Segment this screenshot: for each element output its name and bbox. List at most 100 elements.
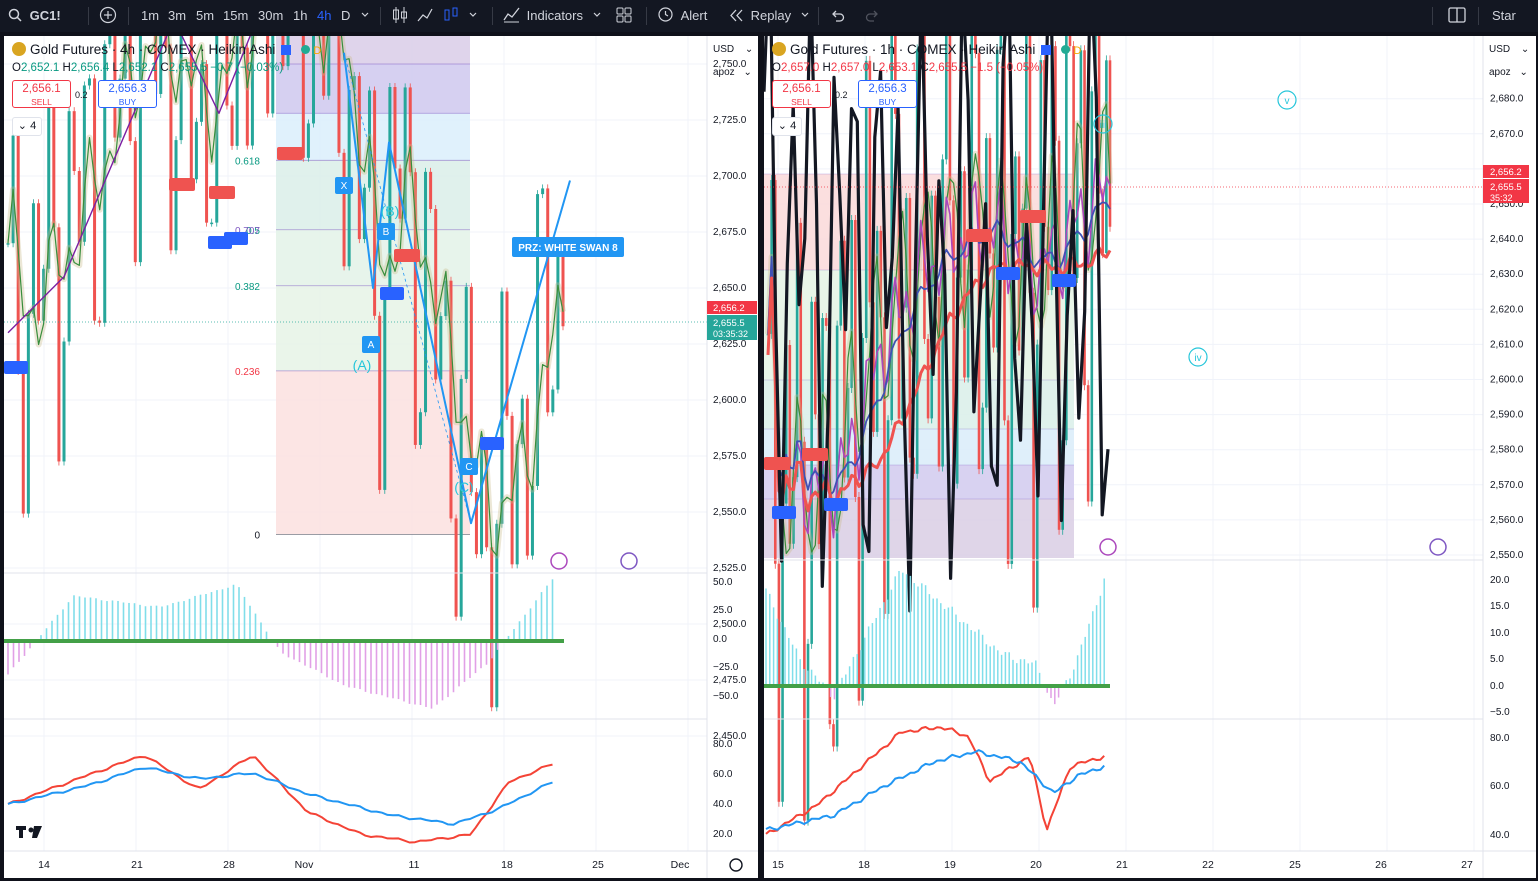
oscillator-line-red	[7, 756, 553, 844]
price-tick-label: 2,750.0	[713, 59, 747, 70]
candle-body	[999, 36, 1003, 50]
interval-3m[interactable]: 3m	[168, 8, 187, 23]
candle-body	[108, 36, 112, 45]
candle-body	[266, 36, 270, 114]
date-label: Nov	[295, 859, 314, 871]
interval-d[interactable]: D	[341, 8, 351, 23]
star-button[interactable]: Star	[1492, 8, 1516, 23]
fib-band	[276, 370, 470, 535]
ohlc-values: O2,652.1 H2,656.4 L2,652.1 C2,655.5 −0.7…	[12, 62, 284, 74]
candle-body	[923, 36, 926, 339]
ma-line-black	[764, 36, 1110, 613]
date-label: 21	[1116, 859, 1128, 871]
date-label: 28	[223, 859, 235, 871]
date-label: 19	[944, 859, 956, 871]
delay-badge: D	[1073, 45, 1082, 57]
bar-style-icon	[444, 7, 458, 21]
candle-body	[429, 171, 433, 209]
style-dropdown[interactable]	[468, 0, 478, 32]
redo-button[interactable]	[865, 0, 880, 32]
flag-icon[interactable]	[1041, 45, 1052, 55]
alert-icon	[658, 7, 673, 22]
interval-5m[interactable]: 5m	[196, 8, 215, 23]
harmonic-point-label: B	[383, 227, 390, 238]
templates-icon	[616, 7, 632, 23]
osc-tick-label: 60.0	[1490, 781, 1510, 792]
osc-tick-label: 10.0	[1490, 628, 1510, 639]
candle-body	[87, 78, 91, 86]
bar-countdown: 35:32	[1490, 193, 1513, 203]
flag-icon[interactable]	[281, 45, 292, 55]
buy-signal-tag-bg	[996, 267, 1020, 280]
harmonic-point-label: C	[465, 462, 472, 473]
scale-mode-selector[interactable]: apoz ⌄	[1489, 67, 1528, 78]
candle-body	[1108, 60, 1112, 227]
sell-signal-tag-bg	[1020, 210, 1046, 223]
bar-style-button[interactable]	[442, 0, 460, 32]
candle-body	[988, 138, 992, 254]
chart-canvas-1h[interactable]: iiiivv2,680.02,670.02,660.02,650.02,640.…	[764, 36, 1536, 878]
interval-4h[interactable]: 4h	[317, 8, 332, 23]
add-symbol-button[interactable]	[99, 0, 117, 32]
oscillator-line-blue	[7, 767, 553, 826]
candle-body	[383, 295, 387, 490]
indicators-button[interactable]: Indicators	[503, 0, 583, 32]
buy-button[interactable]: 2,656.3 BUY	[98, 80, 157, 108]
currency-selector[interactable]: USD ⌄	[1489, 44, 1530, 55]
wave-label-a: (A)	[353, 357, 372, 373]
indicators-toggle[interactable]: ⌄ 4	[772, 117, 802, 136]
interval-15m[interactable]: 15m	[223, 8, 249, 23]
buy-signal-tag-bg	[224, 232, 248, 245]
date-label: 15	[772, 859, 784, 871]
price-tick-label: 2,560.0	[1490, 515, 1524, 526]
candle-body	[1014, 156, 1017, 235]
sell-button[interactable]: 2,656.1 SELL	[772, 80, 831, 108]
candle-body	[806, 643, 810, 821]
candle-body	[966, 269, 970, 378]
candle-body	[98, 320, 102, 323]
osc-tick-label: 80.0	[713, 739, 733, 750]
chart-pane-4h[interactable]: 10.6180.50.3820.23600.707XABC(A)(B)(C)PR…	[4, 36, 758, 878]
symbol-search[interactable]: GC1!	[8, 0, 61, 32]
compare-button[interactable]	[416, 0, 434, 32]
candle-body	[948, 36, 952, 201]
sell-button[interactable]: 2,656.1 SELL	[12, 80, 71, 108]
compare-icon	[417, 8, 433, 22]
lightning-icon	[550, 552, 568, 570]
currency-selector[interactable]: USD ⌄	[713, 44, 754, 55]
alert-button[interactable]: Alert	[657, 0, 707, 32]
scale-mode-selector[interactable]: apoz ⌄	[713, 67, 752, 78]
price-tick-label: 2,550.0	[1490, 550, 1524, 561]
undo-button[interactable]	[830, 0, 845, 32]
layout-button[interactable]	[1448, 0, 1466, 32]
chart-title: Gold Futures · 4h · COMEX · Heikin Ashi	[30, 42, 276, 57]
delay-badge: D	[313, 45, 322, 57]
candle-body	[225, 36, 229, 106]
replay-button[interactable]: Replay	[729, 0, 791, 32]
interval-1m[interactable]: 1m	[141, 8, 160, 23]
fib-band	[276, 285, 470, 371]
replay-dropdown[interactable]	[800, 0, 810, 32]
replay-icon	[730, 9, 743, 22]
last-price-bg	[1483, 179, 1529, 203]
fib-label: 0.236	[235, 367, 260, 378]
price-tick-label: 2,725.0	[713, 115, 747, 126]
interval-30m[interactable]: 30m	[258, 8, 284, 23]
chart-type-button[interactable]	[390, 0, 410, 32]
interval-dropdown[interactable]	[360, 0, 370, 32]
candle-body	[824, 318, 828, 326]
wave-label-b: (B)	[381, 203, 400, 219]
candle-body	[952, 200, 955, 484]
indicators-dropdown[interactable]	[592, 0, 602, 32]
buy-button[interactable]: 2,656.3 BUY	[858, 80, 917, 108]
interval-1h[interactable]: 1h	[293, 8, 308, 23]
chart-canvas-4h[interactable]: 10.6180.50.3820.23600.707XABC(A)(B)(C)PR…	[4, 36, 758, 878]
chart-pane-1h[interactable]: iiiivv2,680.02,670.02,660.02,650.02,640.…	[764, 36, 1536, 878]
candle-body	[67, 111, 71, 342]
candle-body	[408, 87, 412, 173]
indicators-toggle[interactable]: ⌄ 4	[12, 117, 42, 136]
candle-body	[944, 36, 948, 160]
templates-button[interactable]	[616, 0, 632, 32]
chart-legend-title: Gold Futures · 1h · COMEX · Heikin Ashi D	[772, 42, 1081, 57]
last-price-tag-bg	[1483, 165, 1529, 178]
